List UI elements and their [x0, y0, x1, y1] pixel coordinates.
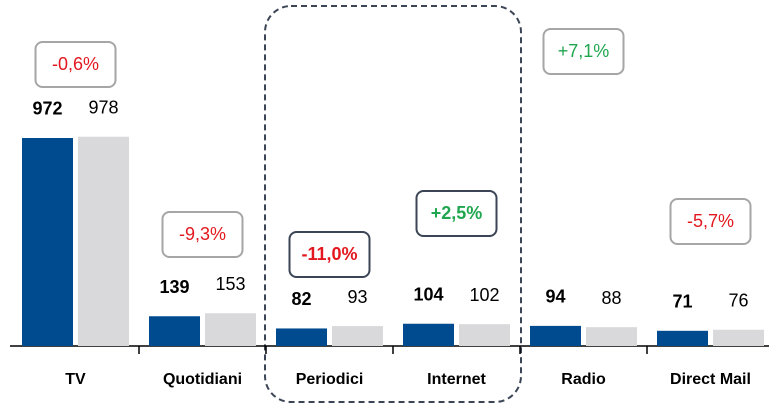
value-label: 104 — [413, 284, 443, 304]
change-label: -9,3% — [179, 224, 226, 244]
value-label: 978 — [88, 97, 118, 117]
value-label: 71 — [672, 292, 692, 312]
change-box — [34, 41, 117, 88]
bar — [530, 325, 581, 346]
bar — [657, 330, 708, 346]
bar — [459, 324, 510, 346]
value-label: 102 — [469, 285, 499, 305]
x-tick-label: Quotidiani — [163, 371, 242, 388]
value-label: 94 — [545, 287, 565, 307]
value-label: 76 — [728, 290, 748, 310]
change-box — [161, 211, 244, 258]
bar — [149, 316, 200, 346]
change-label: -5,7% — [687, 211, 734, 231]
bar — [403, 323, 454, 346]
x-tick-label: Periodici — [296, 371, 364, 388]
change-box — [669, 198, 752, 245]
bar — [78, 136, 129, 346]
change-box — [542, 28, 625, 75]
highlight-frame — [264, 5, 522, 403]
value-label: 972 — [32, 99, 62, 119]
value-label: 139 — [159, 277, 189, 297]
x-tick-label: Direct Mail — [670, 371, 751, 388]
bar — [332, 326, 383, 346]
change-label: -11,0% — [301, 244, 357, 264]
value-label: 82 — [291, 289, 311, 309]
x-tick-label: TV — [65, 371, 86, 388]
change-box — [288, 231, 371, 278]
change-box — [415, 190, 498, 237]
value-label: 153 — [215, 274, 245, 294]
change-label: +2,5% — [431, 203, 483, 223]
bar — [586, 327, 637, 346]
value-label: 88 — [601, 288, 621, 308]
bar — [205, 313, 256, 346]
change-label: -0,6% — [52, 54, 99, 74]
change-label: +7,1% — [558, 41, 610, 61]
x-tick-label: Internet — [427, 371, 486, 388]
bar — [713, 329, 764, 346]
x-tick-label: Radio — [561, 371, 606, 388]
bar — [276, 328, 327, 346]
value-label: 93 — [347, 287, 367, 307]
bar — [22, 137, 73, 346]
